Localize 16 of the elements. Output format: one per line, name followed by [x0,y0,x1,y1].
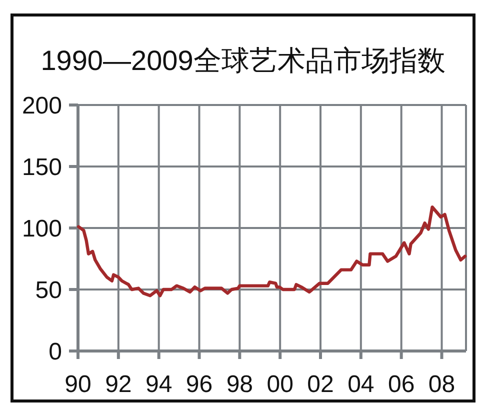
y-tick-label: 50 [35,277,62,304]
x-tick-label: 90 [64,371,92,398]
x-tick-label: 08 [428,371,456,398]
x-tick-label: 04 [348,371,374,398]
y-tick-label: 150 [22,154,62,182]
x-tick-label: 94 [145,371,172,398]
x-tick-label: 92 [105,371,132,398]
x-tick-label: 96 [186,371,213,398]
x-tick-label: 98 [226,371,254,398]
y-tick-label: 200 [22,92,62,120]
x-tick-label: 02 [307,371,334,398]
x-tick-label: 06 [388,371,415,398]
y-tick-label: 0 [48,338,62,366]
x-tick-label: 00 [266,371,294,398]
chart-title: 1990—2009全球艺术品市场指数 [40,45,446,76]
y-tick-label: 100 [22,216,62,243]
